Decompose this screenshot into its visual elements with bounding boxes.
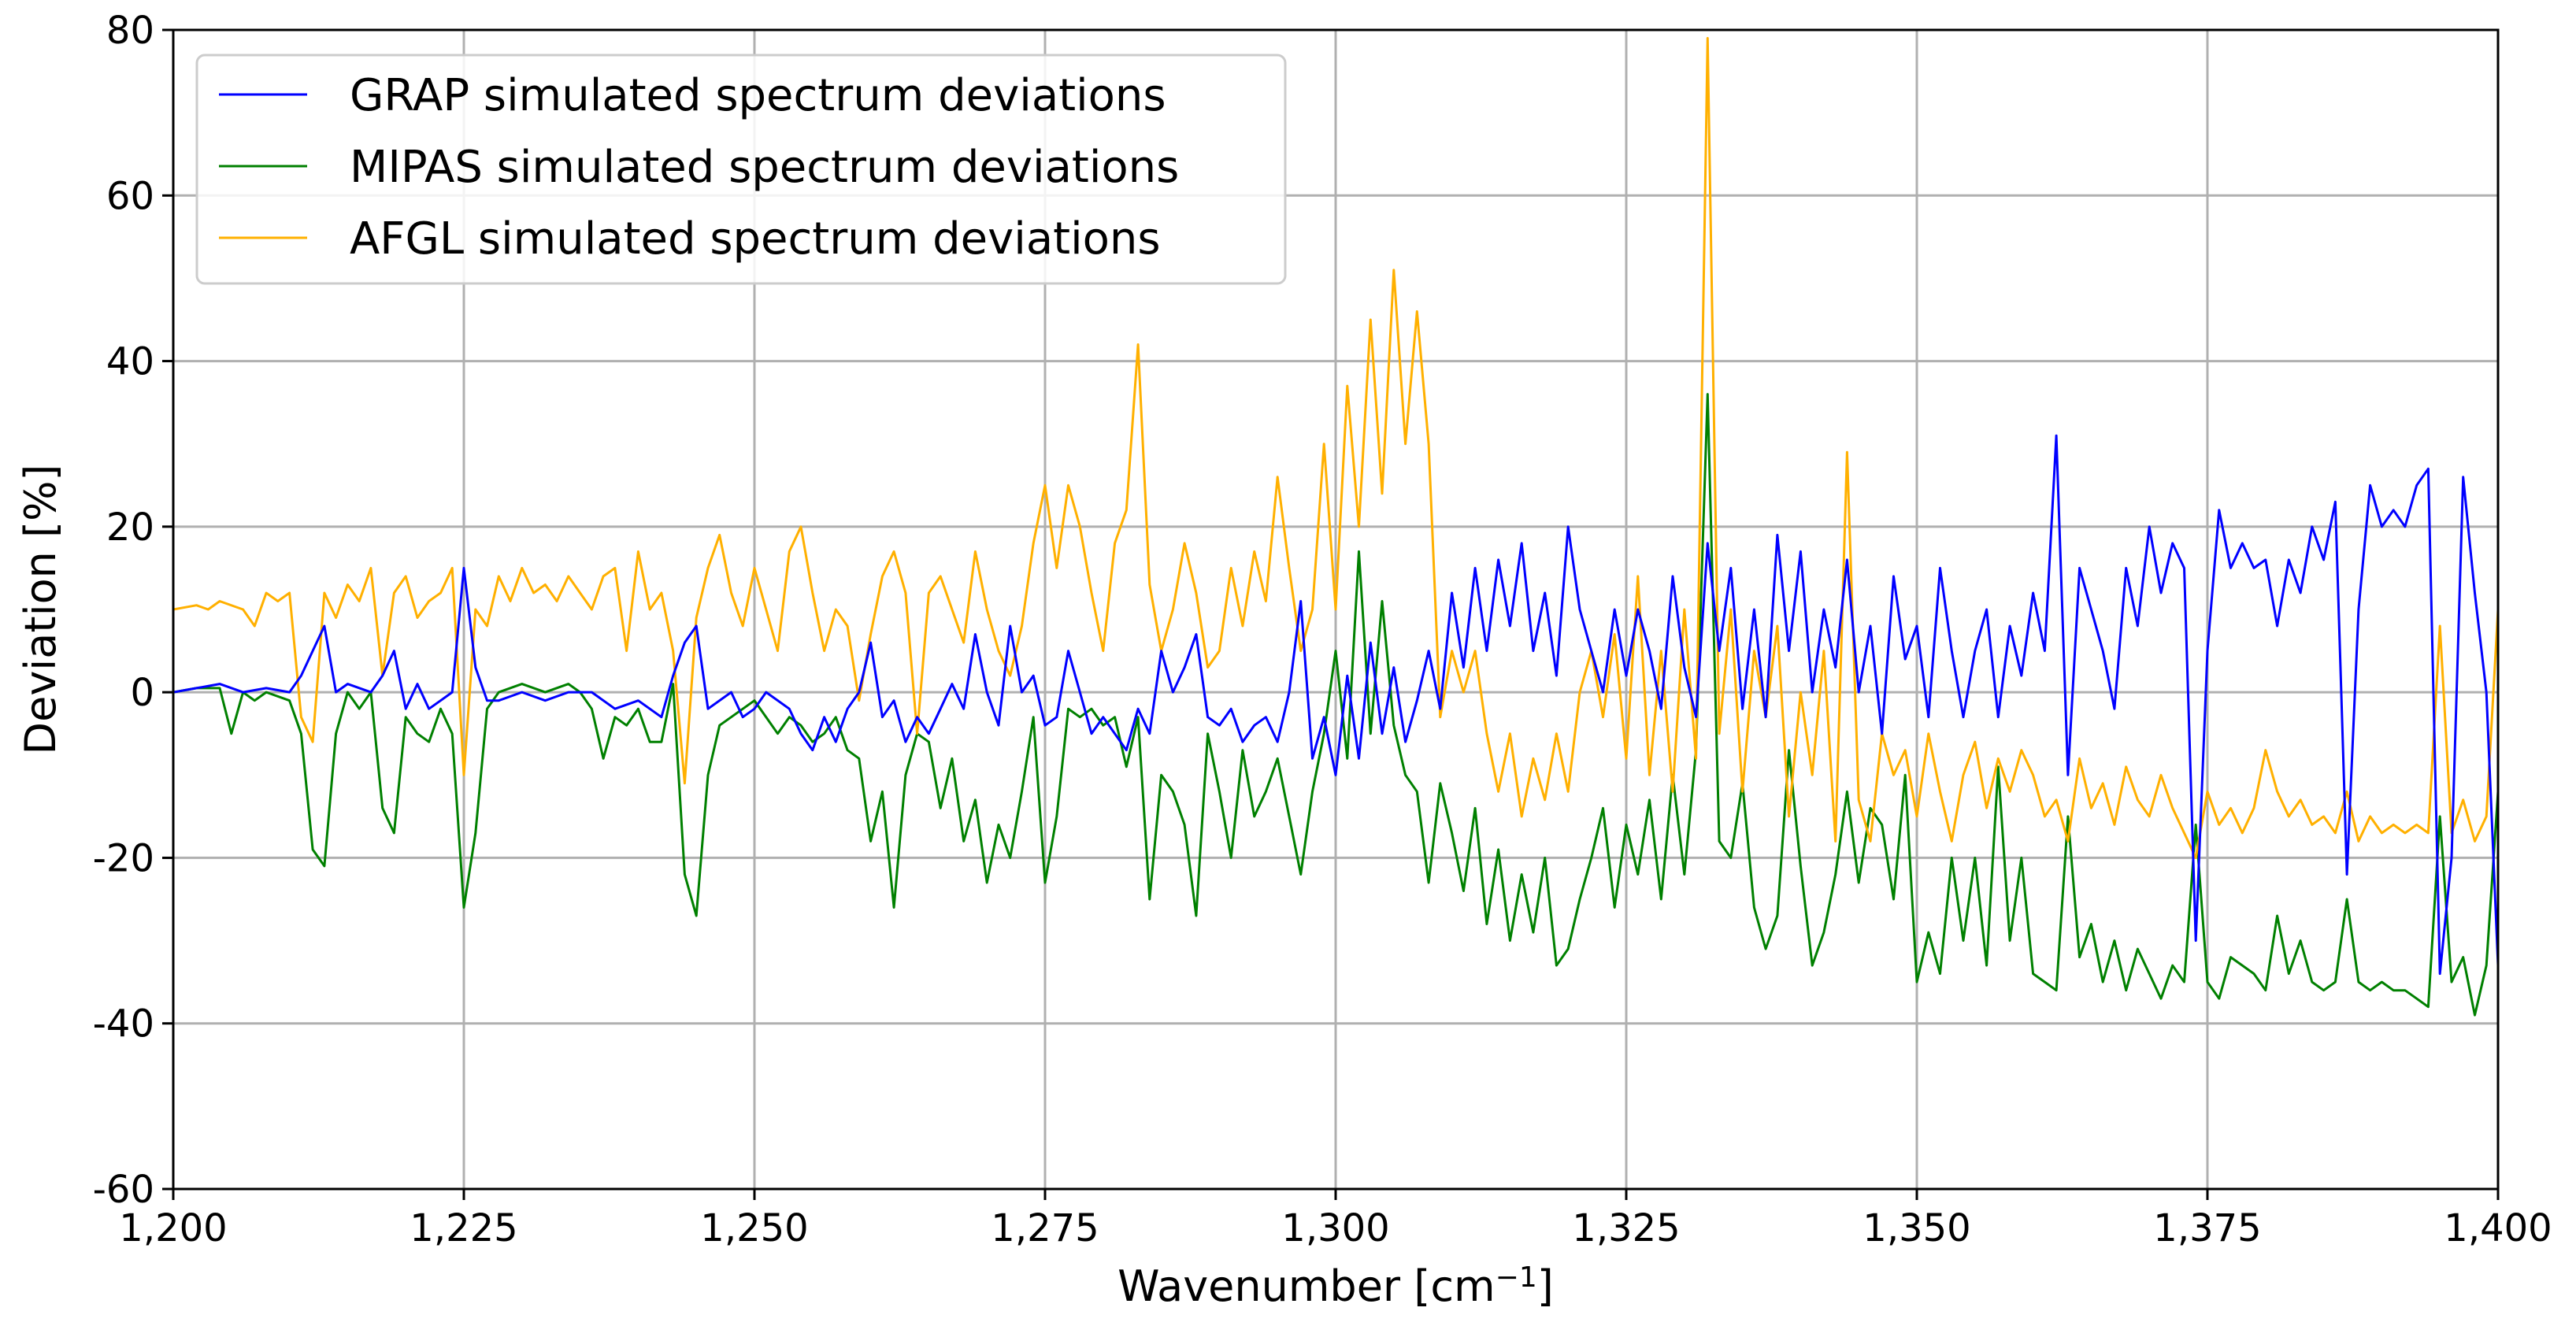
x-tick-label: 1,325 [1572,1206,1680,1250]
x-axis-title: Wavenumber [cm−1] [1118,1261,1554,1311]
y-tick-label: 40 [106,340,154,384]
series-line-2 [173,393,2498,1017]
tick-group: 1,200 1,225 1,250 1,275 1,300 1,325 1,350 1,375… [93,9,2552,1250]
legend-label: GRAP simulated spectrum deviations [350,70,1166,121]
x-tick-label: 1,400 [2444,1206,2552,1250]
x-tick-label: 1,250 [700,1206,808,1250]
legend-label: MIPAS simulated spectrum deviations [350,142,1179,193]
x-axis-title-superscript: −1 [1496,1261,1537,1294]
x-tick-label: 1,300 [1281,1206,1389,1250]
y-tick-label: -40 [93,1002,154,1046]
x-tick-label: 1,350 [1863,1206,1970,1250]
series-line-3 [173,37,2498,859]
legend-box [195,54,1287,285]
series-group [173,37,2498,1017]
x-tick-label: 1,200 [119,1206,227,1250]
x-tick-label: 1,225 [410,1206,517,1250]
x-tick-label: 1,275 [991,1206,1099,1250]
y-tick-label: -60 [93,1168,154,1212]
y-tick-label: 60 [106,174,154,218]
series-line-1 [173,434,2498,976]
y-tick-label: 20 [106,506,154,550]
legend-label: AFGL simulated spectrum deviations [350,213,1161,265]
y-axis-title: Deviation [%] [16,465,65,755]
y-tick-label: -20 [93,836,154,880]
legend: GRAP simulated spectrum deviations MIPAS … [195,54,1287,285]
x-tick-label: 1,375 [2153,1206,2261,1250]
y-tick-label: 0 [130,671,154,715]
x-axis-title-main: Wavenumber [cm [1118,1261,1496,1311]
y-tick-label: 80 [106,9,154,53]
x-axis-title-end: ] [1537,1261,1554,1311]
